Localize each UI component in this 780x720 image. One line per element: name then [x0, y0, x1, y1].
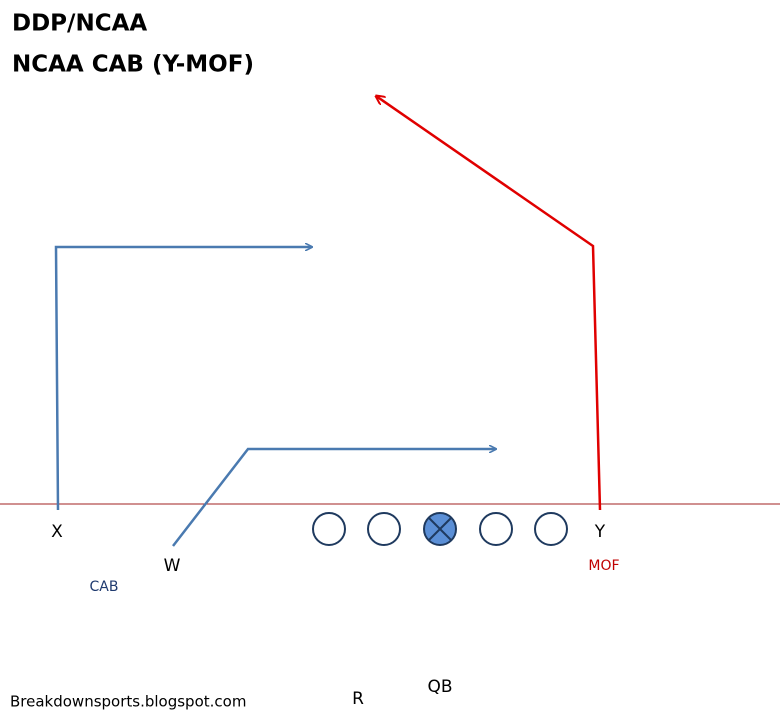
center-mark	[428, 517, 452, 541]
x-route	[54, 247, 312, 511]
lineman	[312, 512, 346, 546]
player-label: R	[352, 689, 364, 709]
player-label: W	[164, 556, 181, 576]
player-label: X	[51, 522, 63, 542]
y-route	[376, 96, 602, 511]
lineman	[367, 512, 401, 546]
subtitle: NCAA CAB (Y-MOF)	[12, 52, 254, 78]
w-route	[172, 449, 496, 547]
credit: Breakdownsports.blogspot.com	[10, 693, 246, 711]
route-label: MOF	[588, 558, 619, 574]
lineman	[479, 512, 513, 546]
player-label: Y	[594, 522, 606, 542]
route-label: CAB	[90, 579, 119, 595]
lineman	[534, 512, 568, 546]
title: DDP/NCAA	[12, 11, 147, 37]
offensive-line	[312, 512, 568, 546]
player-label: QB	[427, 677, 452, 697]
